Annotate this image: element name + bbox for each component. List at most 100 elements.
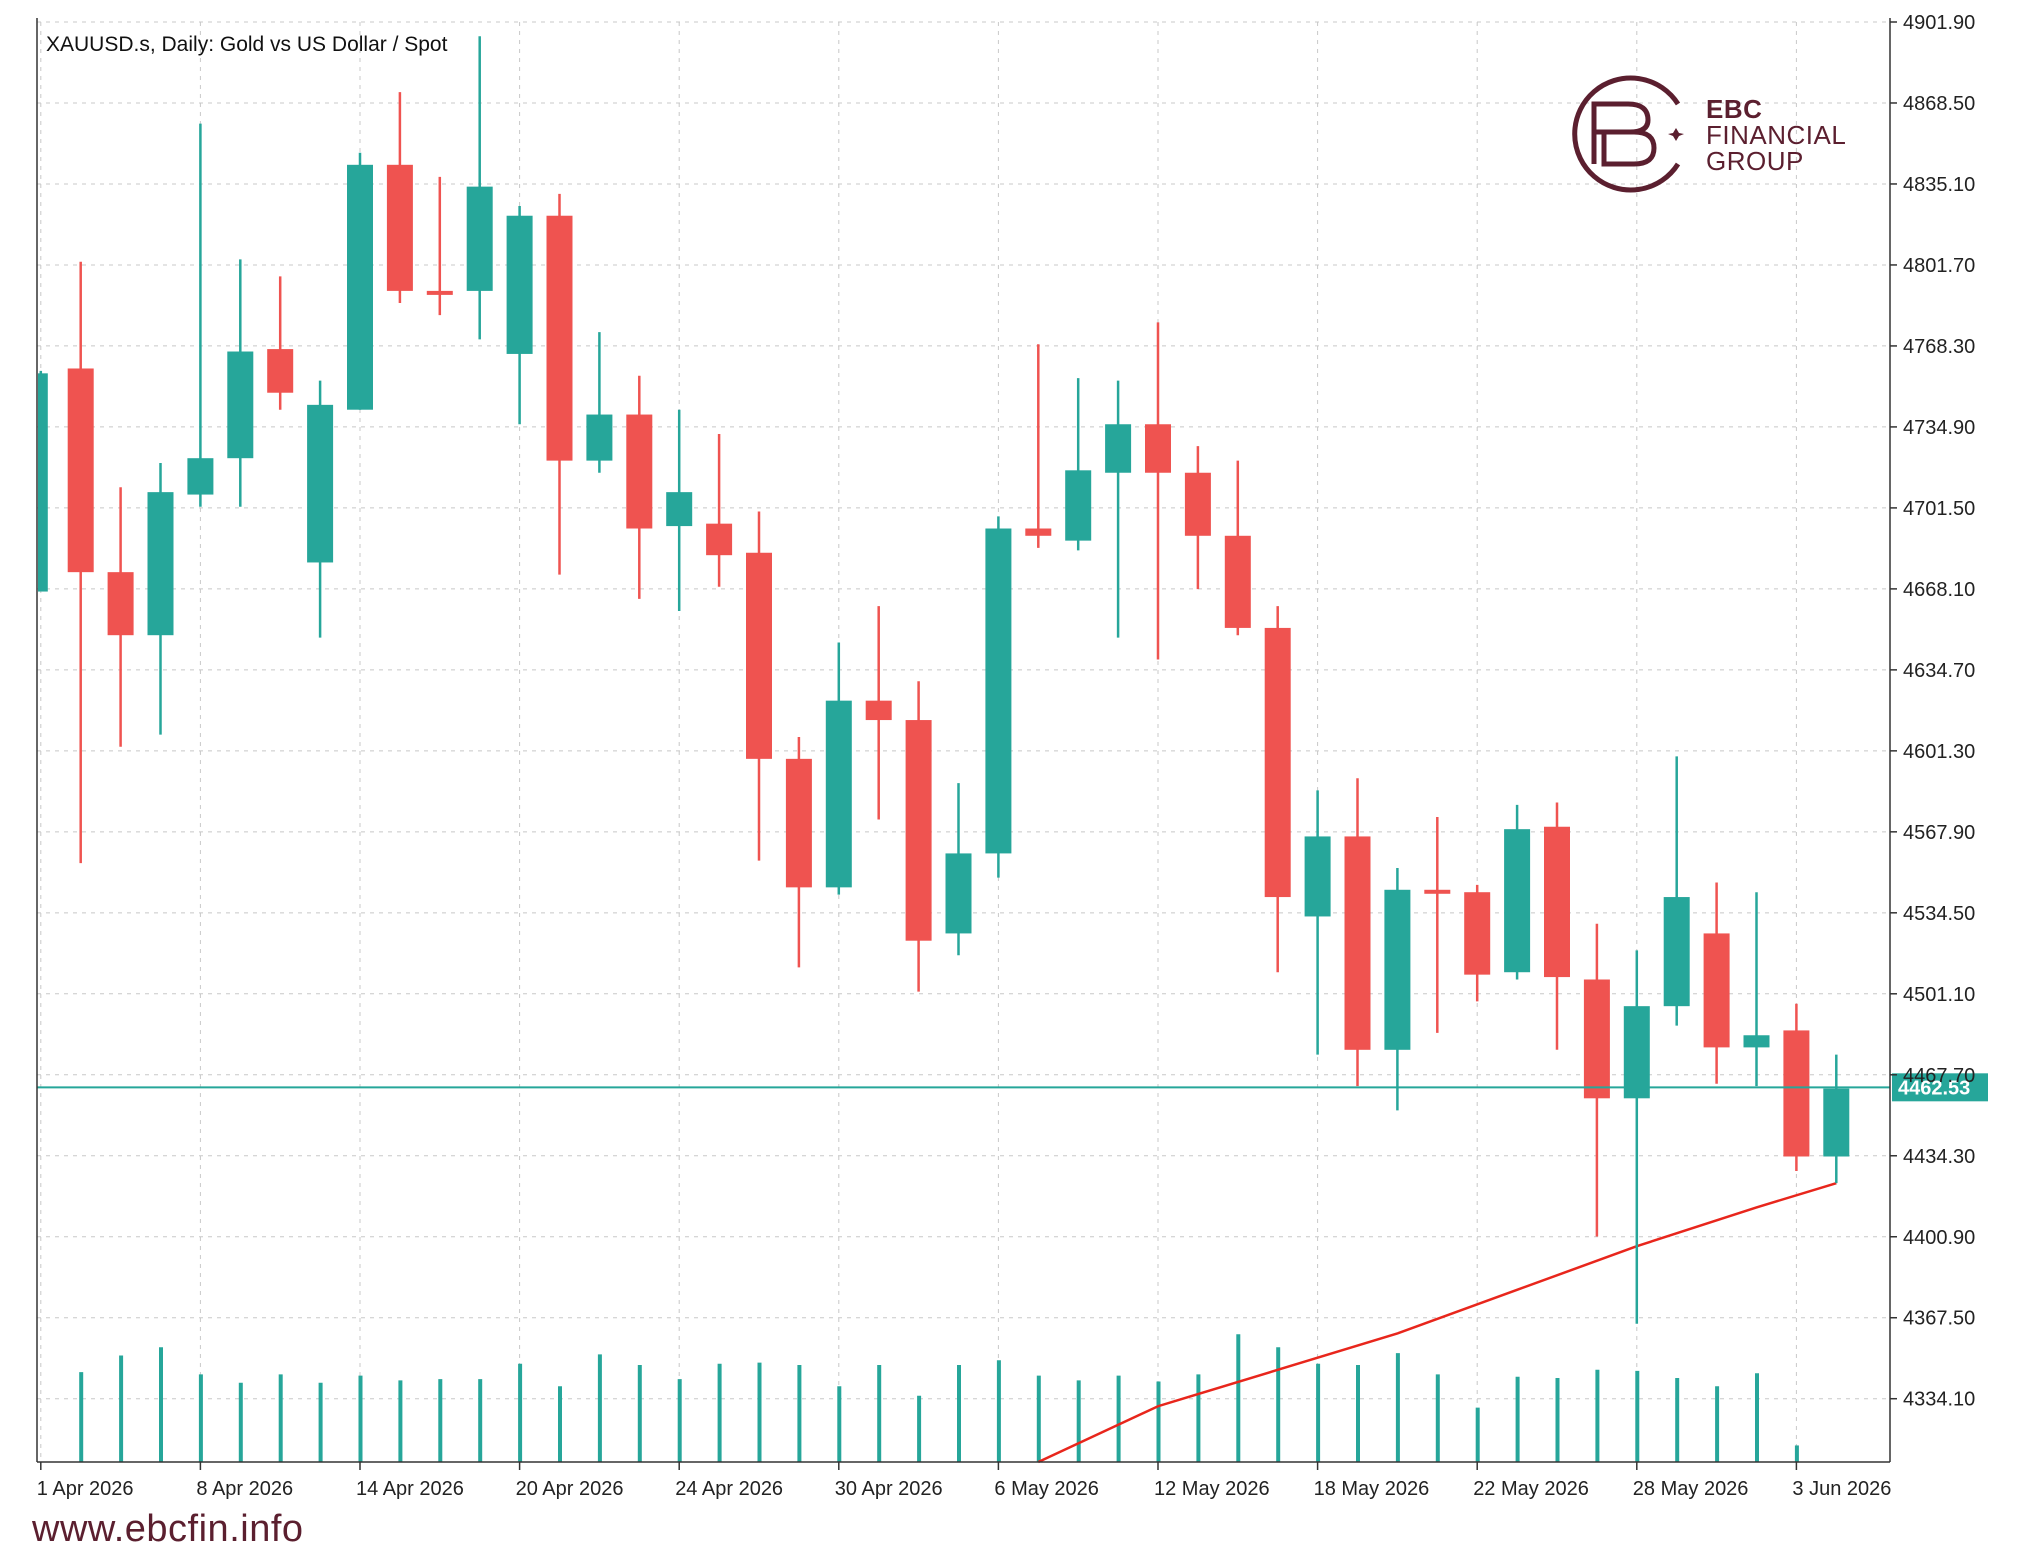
bearish-candle [785,737,812,968]
bullish-candle [985,516,1012,878]
bullish-candle [1304,790,1331,1055]
y-tick-label: 4567.90 [1903,822,1975,844]
bullish-candle [466,36,493,340]
candle-body [466,186,493,291]
ebc-logo-mark [1572,75,1684,193]
candles [38,36,1850,1324]
y-tick-label: 4634.70 [1903,660,1975,682]
bearish-candle [706,433,733,587]
bearish-candle [1344,778,1371,1087]
candle-body [1304,836,1331,917]
bearish-candle [1264,606,1291,973]
bearish-candle [1464,884,1491,1002]
candle-body [227,351,254,459]
y-tick-label: 4534.50 [1903,903,1975,925]
moving-average [1037,1181,1837,1464]
grid [37,21,1890,1462]
bullish-candle [1105,380,1132,638]
bearish-candle [746,511,772,861]
y-tick-label: 4400.90 [1903,1227,1975,1249]
candle-body [546,215,573,461]
volume-bars [79,1334,1799,1462]
candle-body [1025,528,1052,536]
bullish-candle [227,259,254,507]
bearish-candle [267,276,294,410]
candle-body [1783,1030,1810,1157]
current-price-label-bg [1892,1073,1988,1102]
candle-body [985,528,1012,854]
bearish-candle [1544,802,1570,1050]
candle-body [1424,889,1451,894]
bullish-candle [825,642,852,895]
x-tick-label: 20 Apr 2026 [516,1478,624,1500]
bullish-candle [945,783,972,956]
website-url[interactable]: www.ebcfin.info [32,1508,304,1550]
bullish-candle [1504,804,1531,980]
ebc-logo: EBC FINANCIAL GROUP [1572,75,1846,193]
candle-body [1544,826,1570,978]
candle-body [1663,897,1690,1007]
candle-body [945,853,972,934]
bearish-candle [386,92,413,304]
x-tick-label: 12 May 2026 [1154,1478,1270,1500]
y-tick-label: 4768.30 [1903,336,1975,358]
x-tick-label: 6 May 2026 [994,1478,1099,1500]
candle-body [1823,1088,1850,1157]
candle-body [506,215,533,354]
candle-body [1583,979,1610,1099]
y-tick-label: 4801.70 [1903,255,1975,277]
candle-body [1344,836,1371,1050]
candle-body [1224,535,1251,628]
bearish-candle [1703,882,1730,1084]
bullish-candle [1743,892,1770,1087]
candle-body [666,492,693,527]
candle-body [187,458,214,495]
candle-body [1065,470,1092,541]
bearish-candle [546,193,573,575]
bearish-candle [1583,923,1610,1237]
x-tick-label: 30 Apr 2026 [835,1478,943,1500]
x-tick-label: 24 Apr 2026 [675,1478,783,1500]
y-tick-label: 4467.70 [1903,1065,1975,1087]
bullish-candle [506,206,533,425]
bearish-candle [865,606,892,820]
candle-body [1504,829,1531,973]
bullish-candle [586,332,613,473]
y-tick-label: 4367.50 [1903,1308,1975,1330]
y-tick-label: 4434.30 [1903,1146,1975,1168]
candle-body [147,492,174,636]
candle-body [386,164,413,291]
candle-body [426,290,453,295]
candle-body [825,700,852,888]
candle-body [1623,1006,1650,1099]
bullish-candle [666,409,693,611]
candle-body [38,373,48,592]
current-price-label: 4462.53 [1898,1077,1970,1099]
axes: 4901.90 4868.50 4835.10 4801.70 4768.30 4734.… [36,12,1975,1500]
bearish-candle [626,375,653,599]
candle-body [626,414,653,529]
candle-body [905,720,932,941]
bullish-candle [147,463,174,735]
logo-line-3: GROUP [1706,146,1804,176]
y-tick-label: 4668.10 [1903,579,1975,601]
y-tick-label: 4501.10 [1903,984,1975,1006]
y-tick-label: 4334.10 [1903,1389,1975,1411]
candle-body [1105,424,1132,473]
candle-body [107,572,134,636]
x-tick-label: 28 May 2026 [1633,1478,1749,1500]
x-tick-label: 22 May 2026 [1473,1478,1589,1500]
current-price-line: 4462.53 [37,1073,1988,1102]
candle-body [307,404,334,563]
candle-body [1703,933,1730,1048]
candle-body [586,414,613,461]
x-tick-label: 3 Jun 2026 [1792,1478,1891,1500]
candle-body [865,700,892,721]
candle-body [347,164,373,410]
candle-body [1464,892,1491,975]
x-tick-label: 18 May 2026 [1314,1478,1430,1500]
candle-body [1264,627,1291,898]
bearish-candle [107,487,134,747]
